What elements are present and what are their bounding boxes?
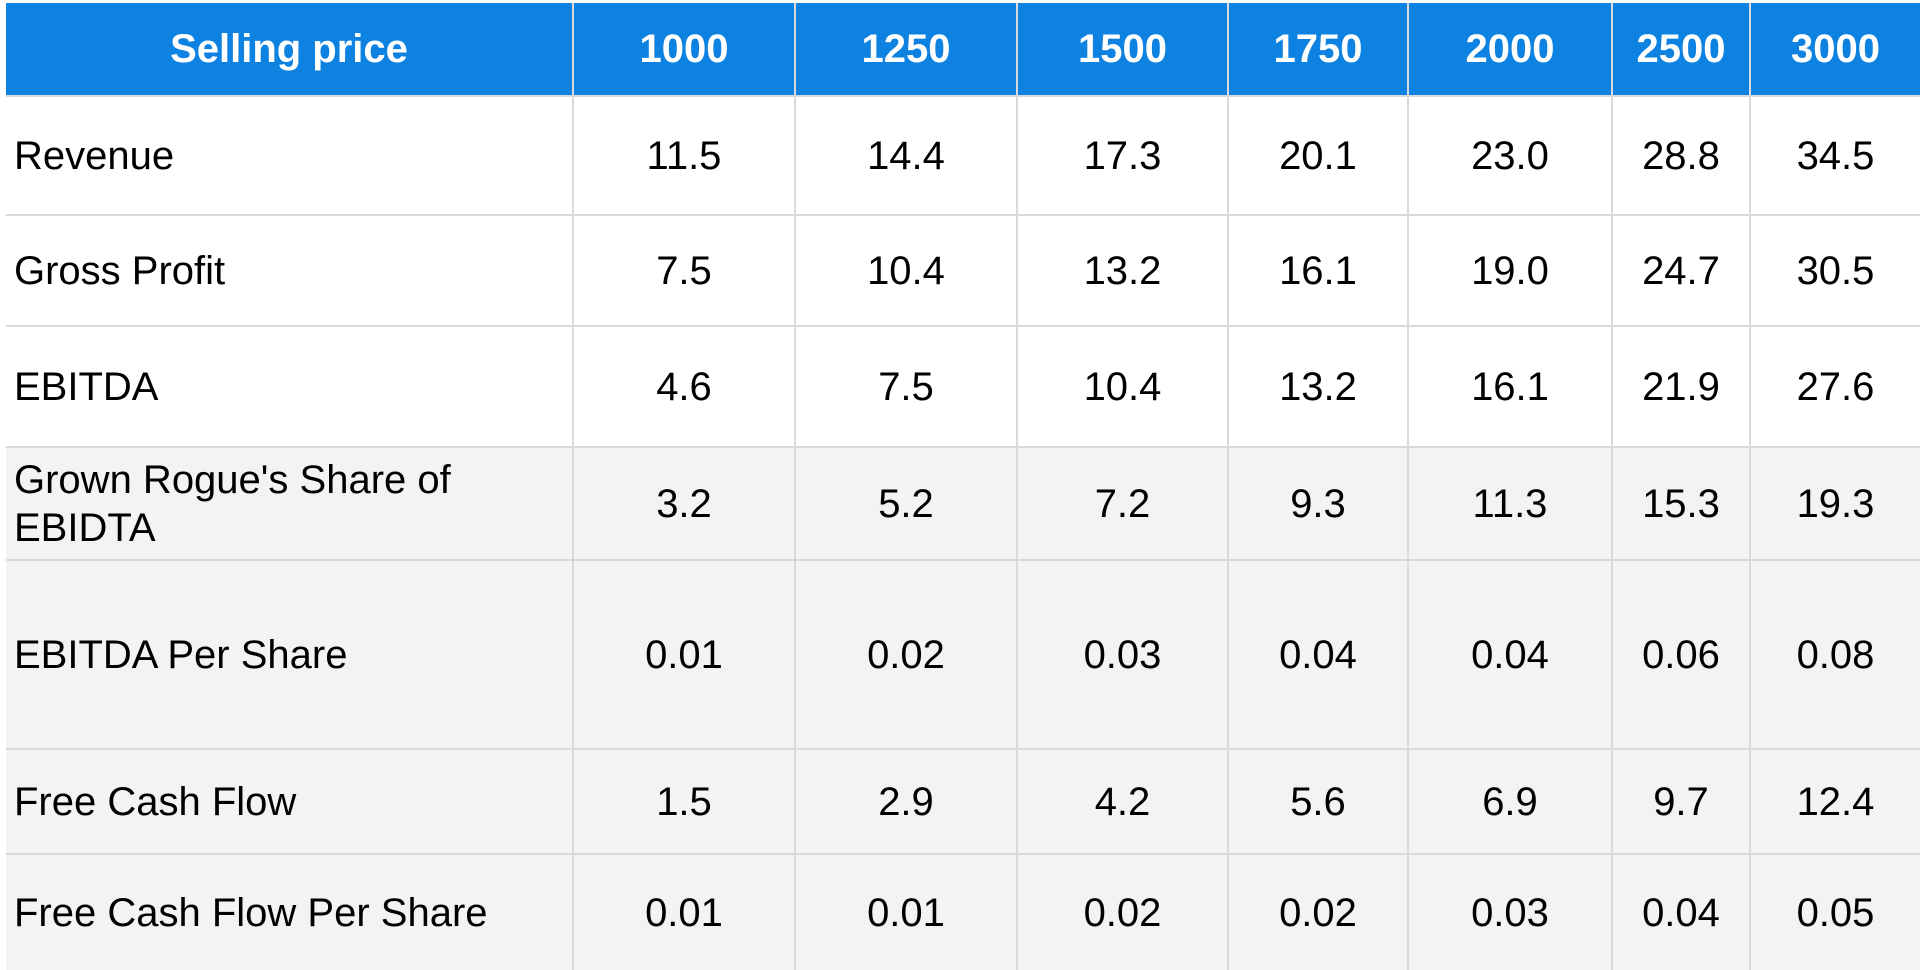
table-cell: 2.9 [794,748,1018,855]
table-cell: 0.06 [1611,559,1751,750]
table-cell: 19.0 [1407,214,1613,327]
table-cell: 0.04 [1227,559,1409,750]
table-cell: 24.7 [1611,214,1751,327]
table-cell: 0.01 [794,853,1018,970]
header-cell-price: 2000 [1407,3,1613,97]
table-cell: 11.3 [1407,446,1613,561]
table-cell: 11.5 [572,95,796,216]
table-cell: 30.5 [1749,214,1920,327]
header-cell-price: 2500 [1611,3,1751,97]
table-cell: 0.01 [572,559,796,750]
table-row-free-cash-flow: Free Cash Flow 1.5 2.9 4.2 5.6 6.9 9.7 1… [6,748,1920,855]
table-cell: 0.04 [1407,559,1613,750]
row-label: Grown Rogue's Share of EBIDTA [6,446,574,561]
table-cell: 28.8 [1611,95,1751,216]
table-cell: 0.02 [794,559,1018,750]
table-cell: 34.5 [1749,95,1920,216]
table-cell: 13.2 [1016,214,1229,327]
header-cell-price: 1500 [1016,3,1229,97]
table-cell: 0.03 [1016,559,1229,750]
table-cell: 7.2 [1016,446,1229,561]
table-cell: 4.6 [572,325,796,448]
table-cell: 7.5 [794,325,1018,448]
header-row: Selling price 1000 1250 1500 1750 2000 2… [6,3,1920,97]
table-cell: 19.3 [1749,446,1920,561]
row-label: Free Cash Flow [6,748,574,855]
table-cell: 3.2 [572,446,796,561]
table-cell: 5.6 [1227,748,1409,855]
data-table: Selling price 1000 1250 1500 1750 2000 2… [6,3,1920,970]
table-cell: 5.2 [794,446,1018,561]
table-cell: 17.3 [1016,95,1229,216]
table-cell: 6.9 [1407,748,1613,855]
table-row-ebitda: EBITDA 4.6 7.5 10.4 13.2 16.1 21.9 27.6 [6,325,1920,448]
table-cell: 15.3 [1611,446,1751,561]
table-cell: 9.3 [1227,446,1409,561]
table-row-fcf-per-share: Free Cash Flow Per Share 0.01 0.01 0.02 … [6,853,1920,970]
table-cell: 0.02 [1227,853,1409,970]
table-cell: 0.04 [1611,853,1751,970]
table-row-ebitda-per-share: EBITDA Per Share 0.01 0.02 0.03 0.04 0.0… [6,559,1920,750]
table-cell: 0.05 [1749,853,1920,970]
header-cell-label: Selling price [6,3,574,97]
table-cell: 7.5 [572,214,796,327]
table-cell: 1.5 [572,748,796,855]
table-cell: 9.7 [1611,748,1751,855]
table-cell: 14.4 [794,95,1018,216]
table-cell: 0.01 [572,853,796,970]
header-cell-price: 1750 [1227,3,1409,97]
table-row-gross-profit: Gross Profit 7.5 10.4 13.2 16.1 19.0 24.… [6,214,1920,327]
table-cell: 21.9 [1611,325,1751,448]
row-label: Free Cash Flow Per Share [6,853,574,970]
row-label: Revenue [6,95,574,216]
table-row-ebitda-share: Grown Rogue's Share of EBIDTA 3.2 5.2 7.… [6,446,1920,561]
table-body: Revenue 11.5 14.4 17.3 20.1 23.0 28.8 34… [6,95,1920,970]
table-cell: 0.03 [1407,853,1613,970]
table-cell: 27.6 [1749,325,1920,448]
table-cell: 0.08 [1749,559,1920,750]
header-cell-price: 1000 [572,3,796,97]
header-cell-price: 1250 [794,3,1018,97]
table-cell: 23.0 [1407,95,1613,216]
table-cell: 13.2 [1227,325,1409,448]
table-cell: 20.1 [1227,95,1409,216]
row-label: Gross Profit [6,214,574,327]
row-label: EBITDA Per Share [6,559,574,750]
table-cell: 10.4 [794,214,1018,327]
table-row-revenue: Revenue 11.5 14.4 17.3 20.1 23.0 28.8 34… [6,95,1920,216]
table-cell: 4.2 [1016,748,1229,855]
table-cell: 12.4 [1749,748,1920,855]
table-cell: 0.02 [1016,853,1229,970]
table-cell: 16.1 [1407,325,1613,448]
table-header: Selling price 1000 1250 1500 1750 2000 2… [6,3,1920,97]
table-cell: 16.1 [1227,214,1409,327]
row-label: EBITDA [6,325,574,448]
table-cell: 10.4 [1016,325,1229,448]
header-cell-price: 3000 [1749,3,1920,97]
